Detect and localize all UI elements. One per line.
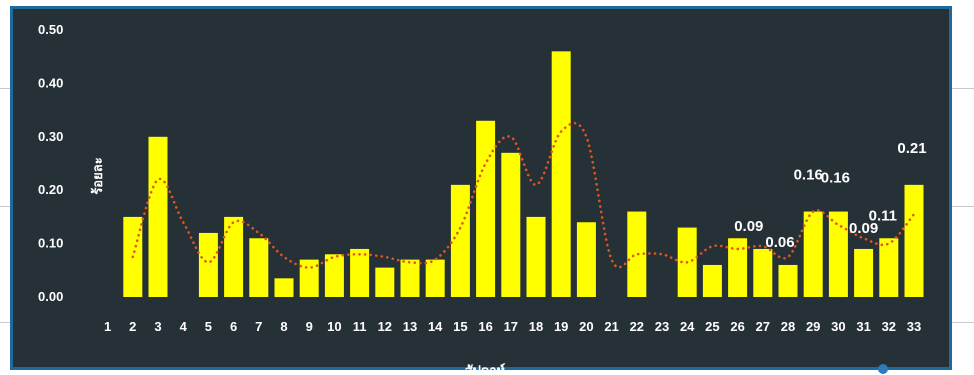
x-tick-label: 30 bbox=[831, 319, 845, 334]
x-tick-label: 10 bbox=[327, 319, 341, 334]
bar bbox=[526, 216, 546, 297]
x-tick-label: 16 bbox=[478, 319, 492, 334]
y-tick-label: 0.40 bbox=[38, 75, 63, 90]
bar bbox=[375, 267, 395, 297]
y-axis-title: ร้อยละ bbox=[90, 157, 106, 194]
x-tick-label: 7 bbox=[255, 319, 262, 334]
x-tick-label: 5 bbox=[205, 319, 212, 334]
x-tick-label: 17 bbox=[504, 319, 518, 334]
bar bbox=[425, 259, 445, 297]
bars bbox=[123, 51, 924, 297]
bar bbox=[551, 51, 571, 297]
x-tick-label: 15 bbox=[453, 319, 467, 334]
y-axis-ticks: 0.00 0.10 0.20 0.30 0.40 0.50 bbox=[38, 22, 63, 304]
x-axis-title: สัปดาห์ bbox=[465, 363, 506, 375]
bar bbox=[879, 238, 899, 297]
x-tick-label: 20 bbox=[579, 319, 593, 334]
data-label: 0.16 bbox=[794, 167, 823, 184]
bar bbox=[350, 248, 370, 297]
data-label: 0.06 bbox=[765, 234, 794, 251]
x-tick-label: 33 bbox=[907, 319, 921, 334]
bar bbox=[249, 238, 269, 297]
bar bbox=[854, 248, 874, 297]
data-label: 0.09 bbox=[734, 218, 763, 235]
data-label: 0.11 bbox=[869, 207, 897, 224]
selection-handle[interactable] bbox=[878, 364, 888, 374]
x-tick-label: 31 bbox=[856, 319, 870, 334]
data-label: 0.21 bbox=[897, 140, 926, 157]
x-tick-label: 23 bbox=[655, 319, 669, 334]
x-tick-label: 3 bbox=[154, 319, 161, 334]
trend-line bbox=[131, 121, 916, 269]
bar bbox=[828, 211, 848, 297]
bar bbox=[324, 254, 344, 297]
data-label: 0.16 bbox=[821, 170, 850, 187]
x-tick-label: 26 bbox=[730, 319, 744, 334]
x-tick-label: 9 bbox=[306, 319, 313, 334]
bar bbox=[728, 238, 748, 297]
x-tick-label: 18 bbox=[529, 319, 543, 334]
bar bbox=[702, 264, 722, 297]
x-tick-label: 13 bbox=[403, 319, 417, 334]
bar bbox=[400, 259, 420, 297]
bar bbox=[904, 184, 924, 297]
data-labels: 0.090.060.160.160.090.110.21 bbox=[734, 140, 926, 251]
x-tick-label: 32 bbox=[882, 319, 896, 334]
x-tick-label: 21 bbox=[604, 319, 618, 334]
bar bbox=[224, 216, 244, 297]
x-tick-label: 19 bbox=[554, 319, 568, 334]
bar bbox=[299, 259, 319, 297]
bar bbox=[274, 278, 294, 297]
x-tick-label: 1 bbox=[104, 319, 111, 334]
bar bbox=[198, 232, 218, 297]
y-tick-label: 0.20 bbox=[38, 182, 63, 197]
x-tick-label: 8 bbox=[280, 319, 287, 334]
y-tick-label: 0.10 bbox=[38, 236, 63, 251]
x-axis-ticks: 1 2 3 4 5 6 7 8 9 10 11 12 13 14 15 16 17 18 19 20 21 22 23 24 2… bbox=[104, 319, 921, 334]
bar bbox=[778, 264, 798, 297]
bar bbox=[501, 152, 521, 297]
x-tick-label: 4 bbox=[180, 319, 188, 334]
bar bbox=[627, 211, 647, 297]
x-tick-label: 27 bbox=[756, 319, 770, 334]
bar bbox=[450, 184, 470, 297]
x-tick-label: 14 bbox=[428, 319, 443, 334]
x-tick-label: 28 bbox=[781, 319, 795, 334]
x-tick-label: 6 bbox=[230, 319, 237, 334]
x-tick-label: 24 bbox=[680, 319, 695, 334]
data-label: 0.09 bbox=[849, 220, 878, 237]
bar bbox=[476, 120, 496, 297]
bar bbox=[803, 211, 823, 297]
y-tick-label: 0.30 bbox=[38, 129, 63, 144]
y-tick-label: 0.00 bbox=[38, 289, 63, 304]
x-tick-label: 2 bbox=[129, 319, 136, 334]
bar bbox=[753, 248, 773, 297]
bar bbox=[576, 222, 596, 297]
bar bbox=[148, 136, 168, 297]
x-tick-label: 25 bbox=[705, 319, 719, 334]
x-tick-label: 11 bbox=[353, 319, 367, 334]
y-tick-label: 0.50 bbox=[38, 22, 63, 37]
x-tick-label: 12 bbox=[378, 319, 392, 334]
x-tick-label: 29 bbox=[806, 319, 820, 334]
x-tick-label: 22 bbox=[630, 319, 644, 334]
